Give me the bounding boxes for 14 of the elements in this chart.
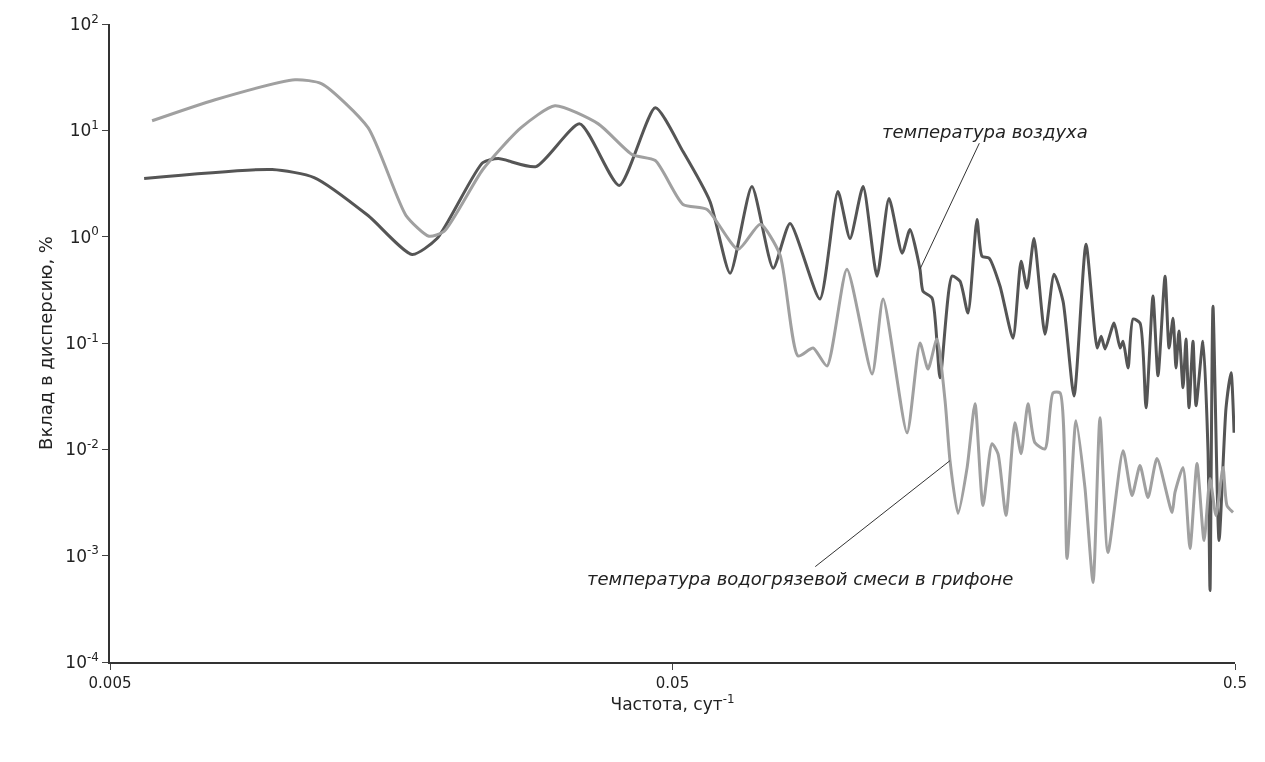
y-tick-label: 10$^{-1}$ xyxy=(65,330,99,353)
x-tick-label: 0.05 xyxy=(655,673,690,692)
x-tick-label: 0.5 xyxy=(1223,673,1247,692)
annotation: температура водогрязевой смеси в грифоне xyxy=(587,568,1014,589)
x-axis-title: Частота, сут$^{-1}$ xyxy=(610,691,735,714)
annotation: температура воздуха xyxy=(882,121,1088,142)
y-tick-label: 10$^{-4}$ xyxy=(65,649,99,672)
y-tick-label: 10$^{2}$ xyxy=(69,11,99,34)
y-tick-label: 10$^{-3}$ xyxy=(65,543,99,566)
y-tick-label: 10$^{1}$ xyxy=(69,118,99,141)
y-axis-title: Вклад в дисперсию, % xyxy=(35,236,57,450)
x-tick-label: 0.005 xyxy=(88,673,132,692)
y-tick-label: 10$^{-2}$ xyxy=(65,437,99,460)
y-tick-label: 10$^{0}$ xyxy=(69,224,99,247)
